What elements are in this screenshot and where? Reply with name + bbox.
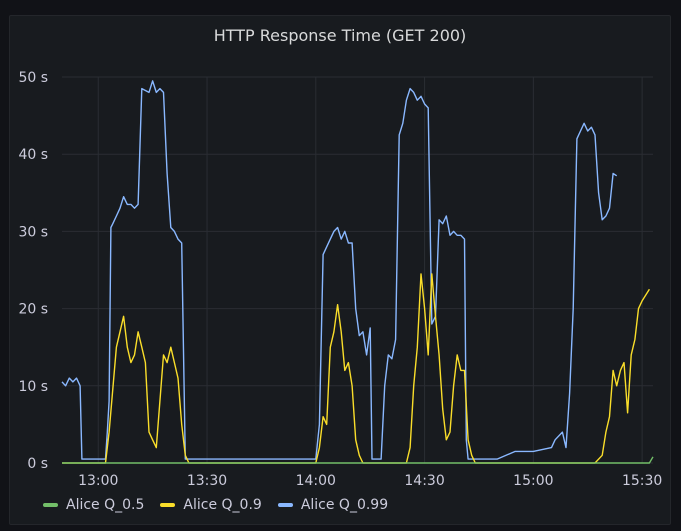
legend-swatch (160, 503, 176, 507)
series-line-alice-q-0-9[interactable] (62, 273, 650, 464)
panel-title[interactable]: HTTP Response Time (GET 200) (213, 26, 467, 45)
y-tick-label: 50 s (18, 70, 48, 86)
x-tick-label: 14:30 (404, 473, 444, 489)
y-tick-label: 20 s (18, 302, 48, 318)
x-tick-label: 13:00 (78, 473, 118, 489)
legend-item[interactable]: Alice Q_0.99 (277, 497, 389, 513)
legend-item[interactable]: Alice Q_0.9 (160, 497, 262, 513)
legend-label: Alice Q_0.99 (300, 497, 389, 513)
y-tick-label: 40 s (18, 147, 48, 163)
legend-swatch (43, 503, 58, 507)
x-tick-label: 13:30 (187, 473, 227, 489)
y-tick-label: 10 s (18, 379, 48, 395)
legend-swatch (277, 503, 293, 507)
legend-item[interactable]: Alice Q_0.5 (43, 497, 144, 513)
legend-label: Alice Q_0.9 (183, 497, 262, 513)
x-tick-label: 15:00 (513, 473, 553, 489)
x-tick-label: 14:00 (296, 473, 336, 489)
x-tick-label: 15:30 (622, 473, 662, 489)
chart-panel: HTTP Response Time (GET 200) 0 s 10 s 20 s… (9, 15, 671, 525)
line-chart: 0 s 10 s 20 s 30 s 40 s 50 s 13:00 13:30 14:00 14… (18, 70, 662, 489)
series-line-alice-q-0-5[interactable] (62, 456, 654, 464)
legend-label: Alice Q_0.5 (66, 497, 145, 513)
chart-legend: Alice Q_0.5 Alice Q_0.9 Alice Q_0.99 (43, 497, 388, 513)
y-tick-label: 30 s (18, 224, 48, 240)
y-tick-label: 0 s (27, 456, 48, 472)
series-line-alice-q-0-99[interactable] (61, 80, 618, 460)
